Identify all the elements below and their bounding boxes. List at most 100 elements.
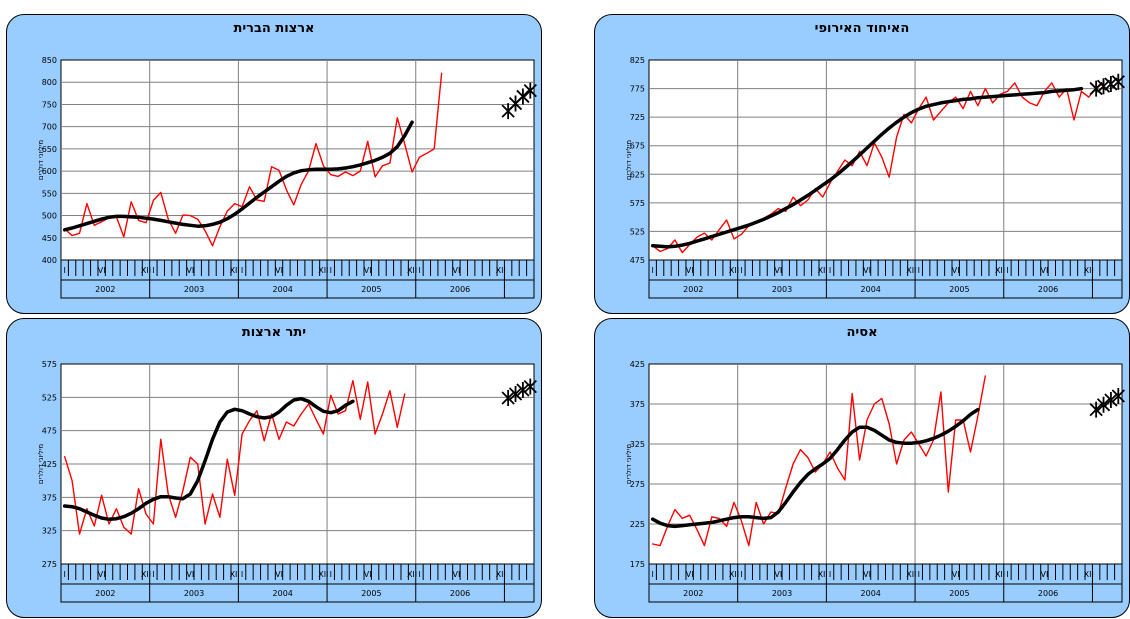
chart-title: האיחוד האירופי [814, 21, 910, 36]
forecast-marker [1096, 78, 1111, 95]
year-label: 2002 [683, 285, 703, 294]
year-label: 2002 [95, 285, 115, 294]
month-label: VI [1040, 266, 1048, 275]
month-label: XII [407, 266, 417, 275]
month-label: I [740, 570, 742, 579]
y-tick-label: 750 [42, 100, 57, 109]
month-label: VI [275, 570, 283, 579]
month-label: I [152, 266, 154, 275]
y-tick-label: 850 [42, 56, 57, 65]
month-label: XII [729, 266, 739, 275]
chart-panel-asia: אסיה 175 225 275 325 375 425 I VI XII 2002 I VI XII 2… [594, 318, 1130, 618]
month-label: XII [818, 266, 828, 275]
month-label: XII [318, 570, 328, 579]
year-label: 2002 [95, 589, 115, 598]
y-axis-label: מיליוני דולרים [37, 140, 45, 180]
y-tick-label: 600 [42, 167, 57, 176]
month-label: VI [952, 570, 960, 579]
chart-svg: 175 225 275 325 375 425 I VI XII 2002 I VI XII 2003 I V… [625, 360, 1125, 603]
month-label: XII [818, 570, 828, 579]
y-tick-label: 325 [630, 440, 645, 449]
month-label: XII [407, 570, 417, 579]
month-label: XII [496, 570, 506, 579]
month-label: XII [230, 266, 240, 275]
month-label: I [418, 570, 420, 579]
month-label: VI [98, 570, 106, 579]
chart-panel-usa: ארצות הברית 400 450 500 550 600 650 700 750 800 8… [6, 14, 542, 314]
y-tick-label: 525 [630, 227, 645, 236]
month-label: VI [452, 266, 460, 275]
y-tick-label: 775 [630, 85, 645, 94]
y-tick-label: 275 [42, 560, 57, 569]
month-label: I [241, 266, 243, 275]
month-label: VI [186, 570, 194, 579]
actual-line [64, 72, 443, 247]
month-label: XII [230, 570, 240, 579]
year-label: 2005 [949, 589, 969, 598]
forecast-marker [1096, 396, 1111, 413]
month-label: VI [186, 266, 194, 275]
month-label: XII [1084, 266, 1094, 275]
y-tick-label: 625 [630, 170, 645, 179]
year-label: 2006 [1038, 589, 1058, 598]
y-tick-label: 675 [630, 142, 645, 151]
month-label: I [64, 266, 66, 275]
year-label: 2002 [683, 589, 703, 598]
month-label: VI [863, 570, 871, 579]
forecast-marker [1111, 73, 1125, 90]
plot-area [648, 363, 1123, 565]
month-label: I [418, 266, 420, 275]
month-label: VI [774, 266, 782, 275]
year-label: 2006 [450, 589, 470, 598]
chart-panel-other: יתר ארצות 275 325 375 425 475 525 575 I VI XII 200… [6, 318, 542, 618]
month-label: VI [774, 570, 782, 579]
y-tick-label: 575 [42, 360, 57, 369]
month-label: XII [496, 266, 506, 275]
month-label: VI [686, 266, 694, 275]
y-tick-label: 500 [42, 212, 57, 221]
month-label: I [652, 266, 654, 275]
y-tick-label: 550 [42, 189, 57, 198]
y-tick-label: 650 [42, 145, 57, 154]
month-label: I [829, 266, 831, 275]
y-tick-label: 375 [42, 493, 57, 502]
month-label: I [829, 570, 831, 579]
y-tick-label: 450 [42, 234, 57, 243]
y-tick-label: 175 [630, 560, 645, 569]
month-label: VI [452, 570, 460, 579]
month-label: I [1006, 570, 1008, 579]
month-label: XII [995, 570, 1005, 579]
month-label: XII [1084, 570, 1094, 579]
y-tick-label: 375 [630, 400, 645, 409]
y-tick-label: 525 [42, 393, 57, 402]
forecast-marker [1104, 76, 1118, 92]
chart-svg: 475 525 575 625 675 725 775 825 I VI XII 2002 I VI XII… [625, 56, 1125, 299]
year-label: 2004 [861, 589, 881, 598]
y-tick-label: 425 [630, 360, 645, 369]
y-axis-label: מיליוני דולרים [625, 140, 633, 180]
year-label: 2004 [861, 285, 881, 294]
month-label: VI [275, 266, 283, 275]
month-label: VI [686, 570, 694, 579]
month-label: I [740, 266, 742, 275]
month-label: VI [863, 266, 871, 275]
month-label: I [241, 570, 243, 579]
month-label: VI [364, 570, 372, 579]
year-label: 2003 [184, 589, 204, 598]
forecast-marker [523, 82, 537, 99]
y-axis-label: מיליוני דולרים [37, 444, 45, 484]
month-label: I [330, 570, 332, 579]
month-label: XII [729, 570, 739, 579]
month-label: I [918, 570, 920, 579]
month-label: I [64, 570, 66, 579]
forecast-marker [1089, 401, 1103, 418]
chart-panel-eu: האיחוד האירופי 475 525 575 625 675 725 775 825 I… [594, 14, 1130, 314]
year-label: 2003 [772, 285, 792, 294]
forecast-marker [1111, 388, 1125, 404]
month-label: I [152, 570, 154, 579]
forecast-marker [508, 386, 523, 402]
y-tick-label: 725 [630, 113, 645, 122]
y-tick-label: 475 [630, 256, 645, 265]
chart-title: אסיה [846, 325, 878, 340]
y-tick-label: 800 [42, 78, 57, 87]
